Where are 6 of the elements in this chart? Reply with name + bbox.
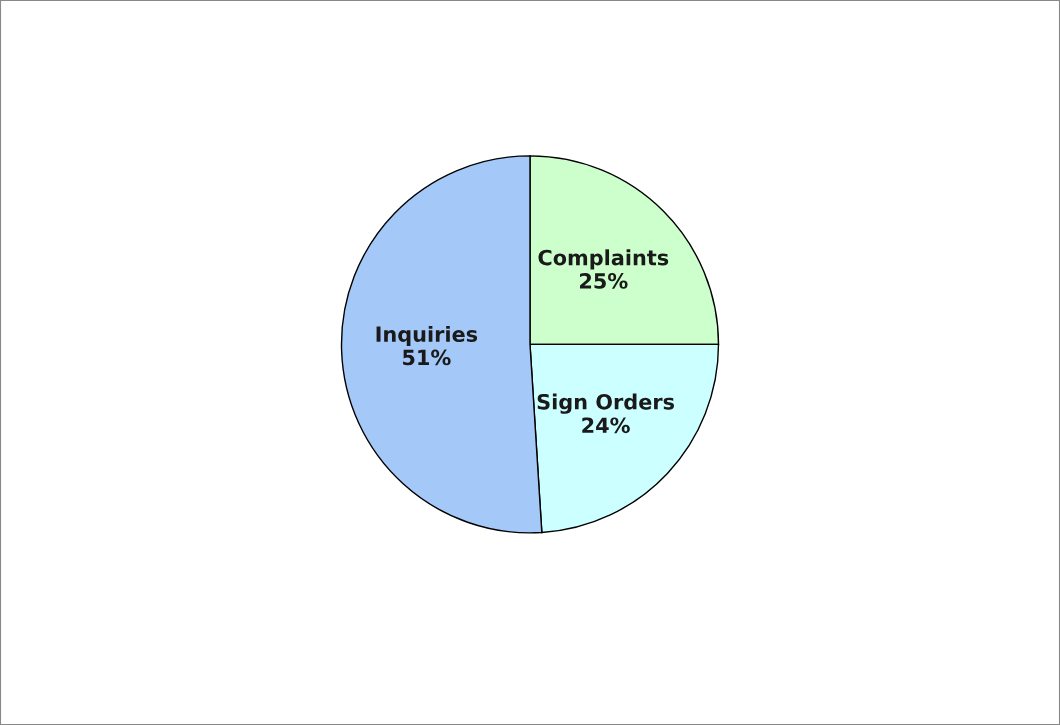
data-label: 24% [582,417,630,434]
slice-label: Inquiries [376,325,478,347]
data-label: 51% [403,349,451,366]
data-label: 25% [580,273,628,289]
slice-label: Complaints [538,249,669,270]
slice-label: Sign Orders [537,393,675,414]
